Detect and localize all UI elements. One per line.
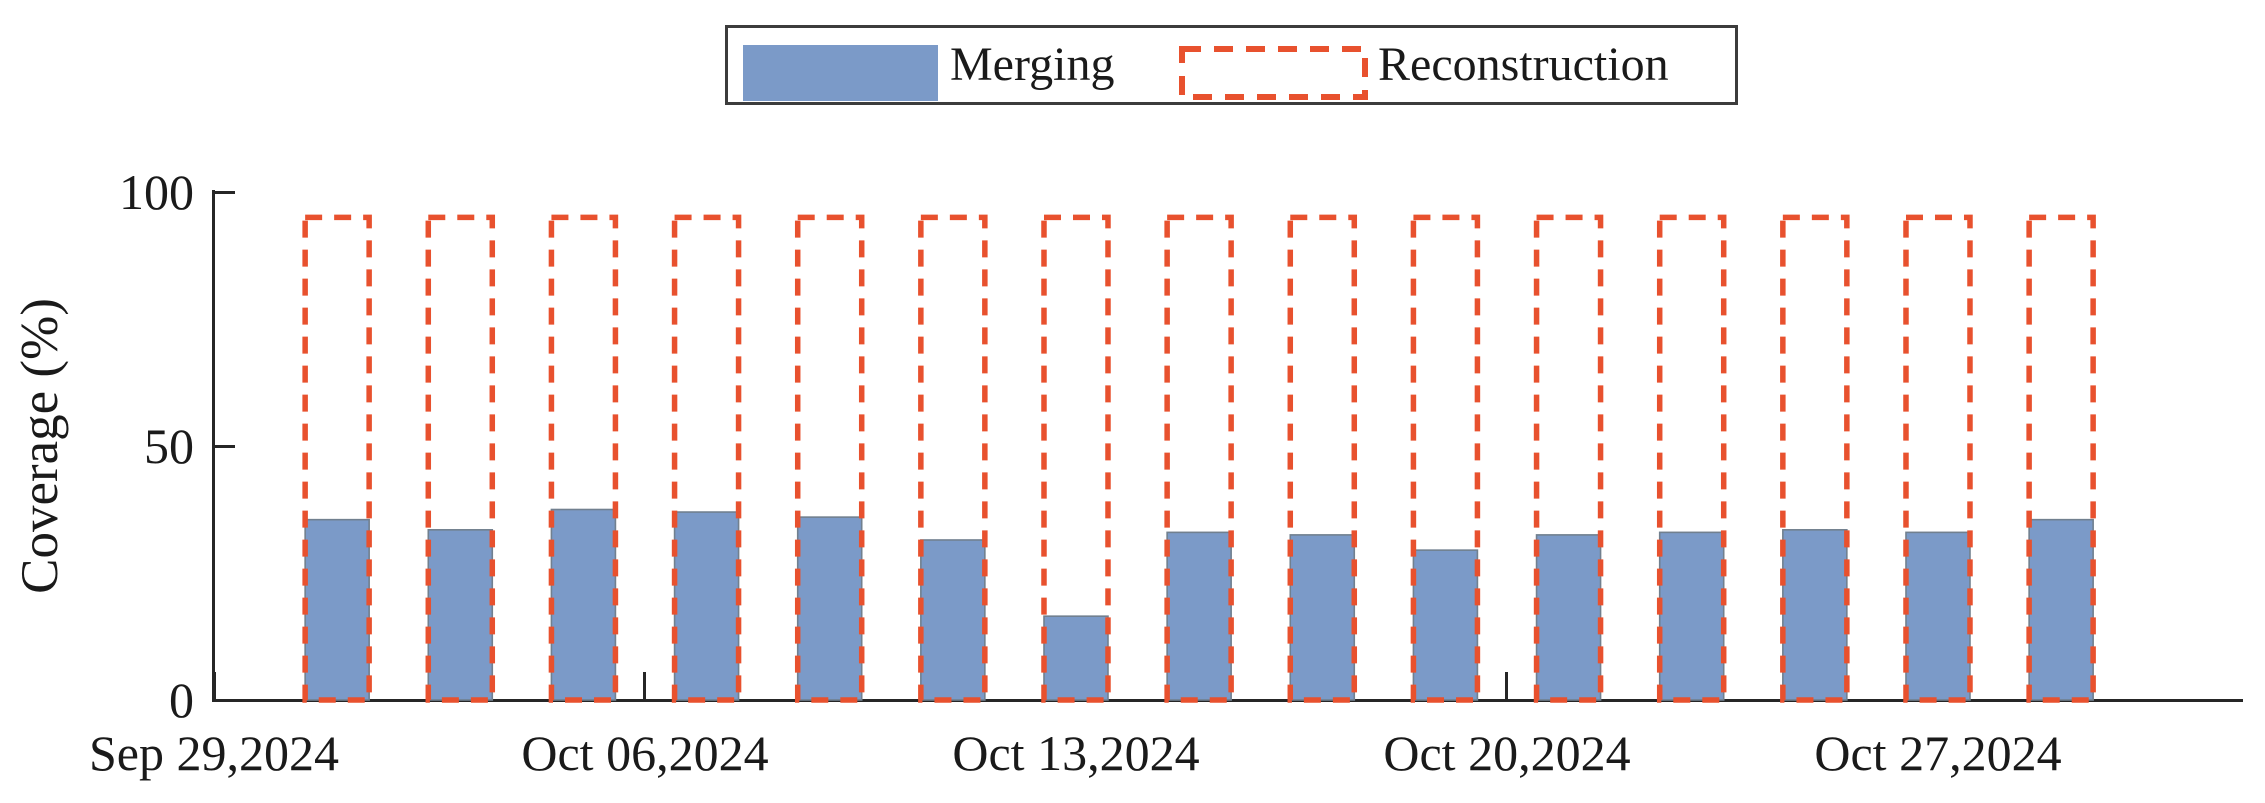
bar-merging	[796, 516, 863, 701]
bar-reconstruction	[1533, 214, 1604, 703]
bar-reconstruction	[1164, 214, 1234, 703]
y-tick	[213, 698, 235, 702]
bar-merging	[1166, 531, 1232, 701]
bar-merging	[550, 508, 617, 701]
x-tick-label: Oct 20,2024	[1383, 725, 1631, 781]
bar-merging	[920, 539, 986, 701]
y-tick-label: 0	[169, 672, 194, 728]
bar-merging	[1658, 531, 1725, 701]
bar-merging	[1289, 534, 1356, 701]
bar-reconstruction	[548, 214, 619, 703]
y-tick	[213, 190, 235, 194]
bar-merging	[2028, 518, 2094, 701]
legend-reconstruction-swatch	[1179, 46, 1368, 100]
legend: Merging Reconstruction	[725, 25, 1738, 105]
x-tick	[643, 672, 647, 700]
bar-reconstruction	[1780, 214, 1850, 703]
bar-merging	[304, 518, 370, 701]
bar-merging	[673, 511, 740, 701]
bar-reconstruction	[1410, 214, 1481, 703]
bar-merging	[1043, 615, 1109, 701]
y-tick-label: 100	[119, 164, 194, 220]
bar-reconstruction	[918, 214, 988, 703]
legend-reconstruction-label: Reconstruction	[1378, 38, 1669, 91]
legend-merging-swatch	[743, 45, 938, 101]
bar-merging	[1782, 529, 1848, 701]
x-tick-label: Oct 13,2024	[952, 725, 1200, 781]
y-tick	[213, 444, 235, 448]
x-tick-label: Sep 29,2024	[89, 725, 339, 781]
bar-reconstruction	[1656, 214, 1727, 703]
bar-merging	[1535, 534, 1602, 701]
bar-reconstruction	[1041, 214, 1111, 703]
bar-reconstruction	[2026, 214, 2096, 703]
bar-merging	[427, 529, 494, 701]
x-tick	[212, 672, 216, 700]
bar-reconstruction	[302, 214, 372, 703]
bar-merging	[1905, 531, 1971, 701]
bar-reconstruction	[671, 214, 742, 703]
bar-reconstruction	[425, 214, 496, 703]
legend-merging-label: Merging	[950, 38, 1115, 91]
x-tick-label: Oct 06,2024	[521, 725, 769, 781]
y-tick-label: 50	[144, 418, 194, 474]
bar-merging	[1412, 549, 1479, 701]
bar-reconstruction	[794, 214, 865, 703]
x-tick-label: Oct 27,2024	[1814, 725, 2062, 781]
bar-reconstruction	[1903, 214, 1973, 703]
bar-reconstruction	[1287, 214, 1358, 703]
x-tick	[1505, 672, 1509, 700]
